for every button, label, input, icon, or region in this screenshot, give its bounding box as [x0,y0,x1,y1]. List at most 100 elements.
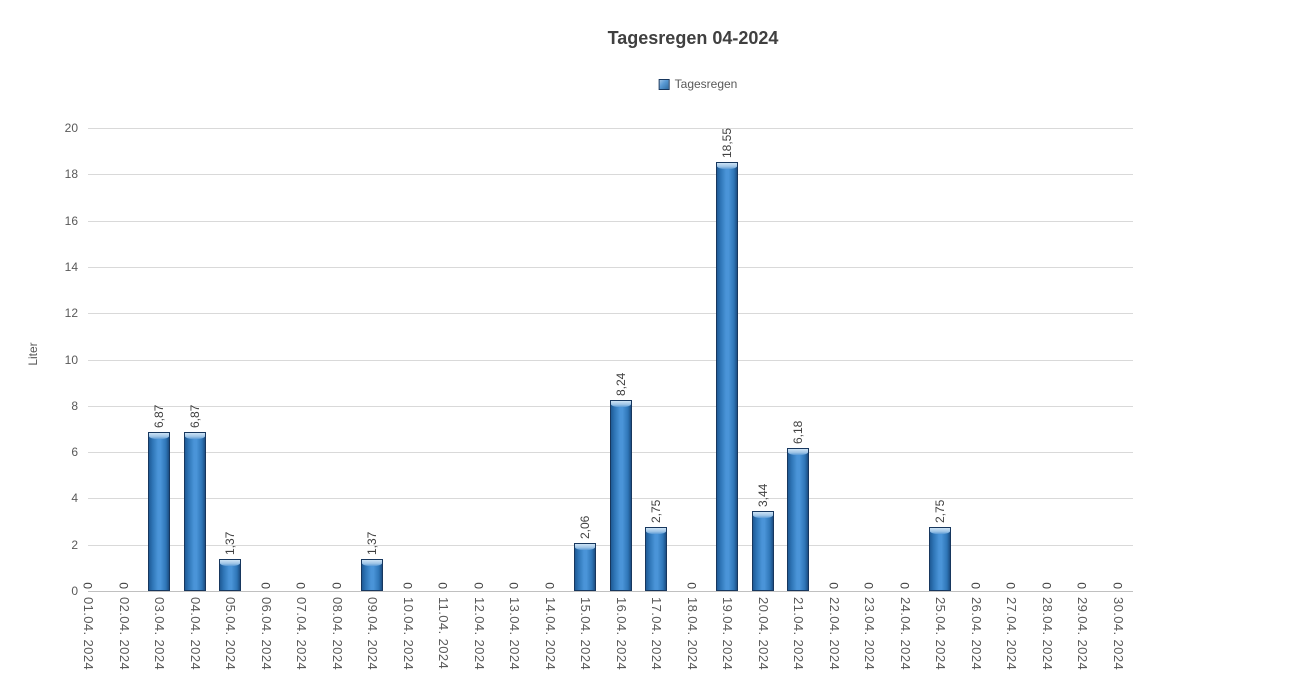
x-axis-tick-label: 10.04. 2024 [400,597,416,671]
legend-series-marker-icon [658,78,670,90]
x-axis-tick-label: 14.04. 2024 [542,597,558,671]
y-axis-tick-label: 4 [71,491,78,506]
bar-value-label: 0 [400,582,415,589]
x-axis-tick-label: 25.04. 2024 [933,597,948,671]
y-axis-tick-label: 18 [64,167,78,182]
bar-value-label: 0 [1110,582,1125,589]
bar-value-label: 0 [826,582,841,589]
bar-top-highlight [717,162,737,169]
bar [751,511,774,591]
y-axis-tick-label: 6 [71,445,78,460]
x-axis-tick-label: 22.04. 2024 [826,597,842,671]
bar-value-label: 2,06 [578,515,592,540]
bar-value-label: 0 [968,582,983,589]
x-axis-tick-label: 13.04. 2024 [507,597,522,671]
bar-value-label: 0 [1075,582,1089,589]
bar-value-label: 1,37 [223,531,237,556]
x-axis-tick-label: 18.04. 2024 [684,597,700,671]
x-axis-tick-label: 27.04. 2024 [1004,597,1019,671]
y-axis-tick-label: 14 [64,259,78,274]
y-axis-tick-label: 8 [71,398,78,413]
bar-top-highlight [930,528,950,535]
bar-value-label: 0 [81,582,95,589]
x-axis-tick-label: 02.04. 2024 [116,597,132,671]
bar-value-label: 0 [116,582,131,589]
bar-value-label: 6,87 [187,404,202,428]
x-axis-tick-label: 06.04. 2024 [258,597,274,671]
x-axis-tick-label: 16.04. 2024 [613,597,629,671]
x-axis-tick-label: 20.04. 2024 [755,597,771,671]
bar-value-label: 0 [507,582,521,589]
gridline [88,313,1133,315]
bar [574,543,596,591]
chart-title: Tagesregen 04-2024 [607,28,779,48]
bar-top-highlight [575,544,595,551]
bar [361,559,383,591]
bar-value-label: 18,55 [720,127,734,158]
x-axis-tick-label: 28.04. 2024 [1039,597,1055,671]
y-axis-tick-label: 2 [71,537,78,552]
bar [787,447,809,591]
x-axis-tick-label: 08.04. 2024 [329,597,345,671]
gridline [88,174,1133,176]
bar-value-label: 3,44 [755,484,770,508]
bar-value-label: 0 [294,582,308,589]
bar-value-label: 6,87 [152,404,166,428]
bar [183,431,206,591]
bar-value-label: 0 [329,582,344,589]
gridline [88,266,1133,268]
bar-top-highlight [610,401,631,408]
bar-value-label: 1,37 [365,531,379,556]
bar-value-label: 0 [897,582,912,589]
y-axis-tick-label: 16 [64,213,78,228]
x-axis-tick-label: 19.04. 2024 [720,597,735,671]
bar [609,400,632,591]
x-axis-tick-label: 11.04. 2024 [436,597,451,670]
gridline [88,359,1133,361]
x-axis-tick-label: 05.04. 2024 [223,597,238,671]
bar [929,527,951,591]
bar-top-highlight [149,432,169,439]
x-axis-tick-label: 09.04. 2024 [365,597,380,671]
y-axis-tick-label: 20 [64,121,78,135]
y-axis-tick-label: 10 [64,352,78,367]
bar-value-label: 2,75 [649,499,663,524]
bar [219,559,241,591]
x-axis-tick-label: 17.04. 2024 [649,597,664,671]
x-axis-tick-label: 23.04. 2024 [862,597,877,671]
y-axis-tick-label: 0 [71,584,78,598]
bar-top-highlight [788,448,808,455]
x-axis-tick-label: 15.04. 2024 [578,597,593,671]
x-axis-tick-label: 29.04. 2024 [1075,597,1090,671]
x-axis-tick-label: 07.04. 2024 [294,597,309,671]
bar-value-label: 0 [1004,582,1018,589]
bar-value-label: 2,75 [933,499,947,524]
bar-top-highlight [752,512,773,519]
bar-value-label: 0 [684,582,699,589]
bar-top-highlight [220,560,240,567]
bar-value-label: 6,18 [791,420,805,444]
gridline [88,220,1133,222]
x-axis-tick-label: 01.04. 2024 [81,597,96,671]
x-axis-tick-label: 04.04. 2024 [187,597,203,671]
x-axis-tick-label: 26.04. 2024 [968,597,984,671]
x-axis-tick-label: 24.04. 2024 [897,597,913,671]
gridline [88,128,1133,129]
bar-value-label: 0 [862,582,876,589]
bar [645,527,667,591]
bar-top-highlight [184,432,205,439]
bar-top-highlight [362,560,382,567]
bar [148,431,170,591]
x-axis-tick-label: 30.04. 2024 [1110,597,1126,671]
bar [716,161,738,591]
bar-value-label: 0 [542,582,557,589]
bar-value-label: 0 [436,582,450,589]
legend-series-label: Tagesregen [674,77,738,91]
x-axis-tick-label: 12.04. 2024 [471,597,487,671]
legend: Tagesregen [658,77,738,91]
y-axis-tick-label: 12 [64,306,78,321]
bar-value-label: 8,24 [613,372,628,397]
x-axis-tick-label: 03.04. 2024 [152,597,167,671]
bar-value-label: 0 [471,582,486,589]
